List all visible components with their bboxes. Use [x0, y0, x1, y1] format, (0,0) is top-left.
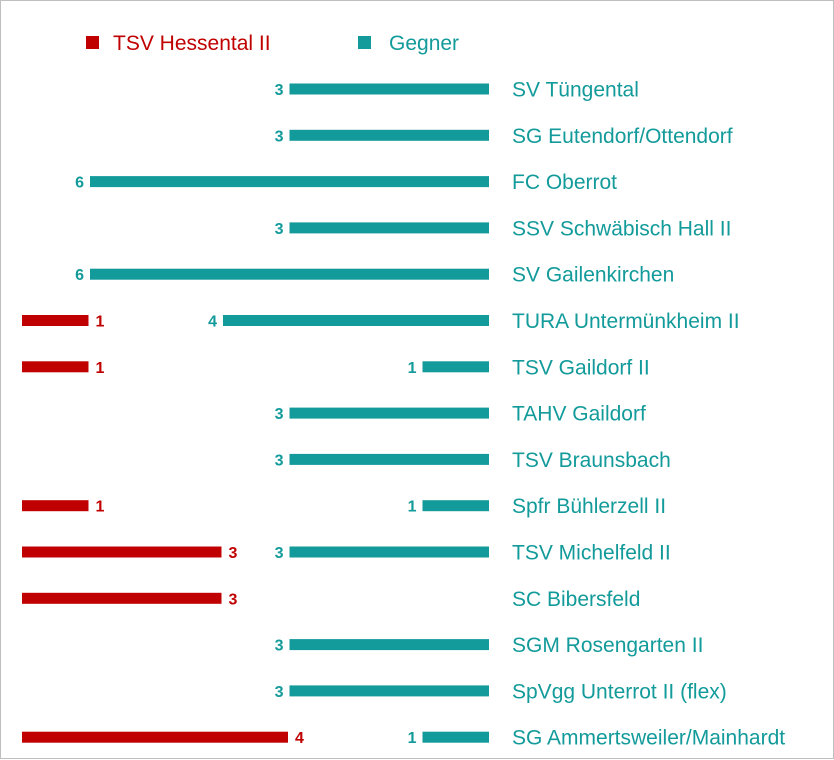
bar-opp	[422, 500, 489, 512]
data-label-opp: 3	[275, 638, 284, 655]
bar-home	[22, 592, 222, 604]
bar-opp	[289, 685, 489, 697]
bar-opp	[90, 268, 489, 280]
data-label-opp: 4	[208, 314, 217, 331]
bar-opp	[289, 222, 489, 234]
category-label: SSV Schwäbisch Hall II	[512, 217, 731, 240]
data-label-opp: 3	[275, 452, 284, 469]
data-label-opp: 6	[75, 267, 84, 284]
category-label: SV Tüngental	[512, 79, 639, 102]
data-label-opp: 3	[275, 545, 284, 562]
category-label: TAHV Gaildorf	[512, 403, 646, 426]
category-label: TURA Untermünkheim II	[512, 310, 740, 333]
category-label: FC Oberrot	[512, 171, 617, 194]
bar-opp	[289, 639, 489, 651]
category-label: TSV Michelfeld II	[512, 542, 671, 565]
bar-opp	[289, 407, 489, 419]
data-label-home: 1	[96, 499, 105, 516]
data-label-opp: 3	[275, 684, 284, 701]
bar-opp	[289, 546, 489, 558]
data-label-opp: 3	[275, 406, 284, 423]
bar-opp	[422, 361, 489, 373]
legend-label-opp: Gegner	[389, 32, 459, 55]
category-label: TSV Braunsbach	[512, 449, 671, 472]
bar-opp	[90, 176, 489, 188]
category-label: SG Ammertsweiler/Mainhardt	[512, 727, 785, 750]
category-label: SC Bibersfeld	[512, 588, 640, 611]
data-label-home: 4	[295, 730, 304, 747]
data-label-opp: 3	[275, 82, 284, 99]
bar-opp	[223, 315, 489, 326]
data-label-opp: 1	[408, 499, 417, 516]
data-label-opp: 3	[275, 128, 284, 145]
category-label: SG Eutendorf/Ottendorf	[512, 125, 733, 148]
bar-opp	[289, 83, 489, 95]
category-label: SpVgg Unterrot II (flex)	[512, 680, 727, 703]
data-label-home: 1	[96, 360, 105, 377]
category-label: SV Gailenkirchen	[512, 264, 674, 287]
data-label-opp: 6	[75, 175, 84, 192]
bar-home	[22, 361, 89, 373]
legend-label-home: TSV Hessental II	[113, 32, 271, 55]
data-label-home: 1	[96, 314, 105, 331]
bar-opp	[289, 453, 489, 465]
bar-opp	[289, 129, 489, 141]
bar-home	[22, 731, 288, 743]
bar-home	[22, 500, 89, 512]
category-label: TSV Gaildorf II	[512, 356, 650, 379]
category-label: SGM Rosengarten II	[512, 634, 703, 657]
data-label-home: 3	[229, 545, 238, 562]
category-label: Spfr Bühlerzell II	[512, 495, 666, 518]
bar-home	[22, 546, 222, 558]
data-label-opp: 1	[408, 360, 417, 377]
bar-home	[22, 315, 89, 326]
data-label-opp: 3	[275, 221, 284, 238]
legend-swatch-home	[86, 36, 99, 49]
bar-opp	[422, 731, 489, 743]
legend-swatch-opp	[358, 36, 371, 49]
data-label-home: 3	[229, 591, 238, 608]
data-label-opp: 1	[408, 730, 417, 747]
